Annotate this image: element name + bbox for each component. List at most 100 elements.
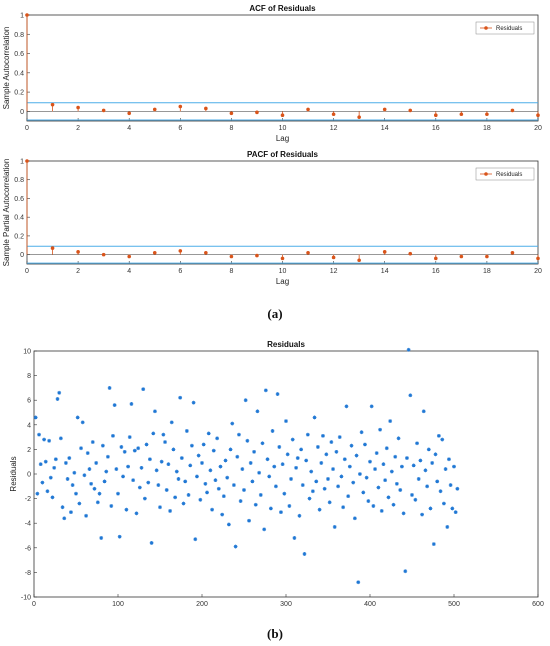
scatter-point: [369, 404, 374, 409]
scatter-point: [85, 451, 90, 455]
x-tick-label: 16: [432, 125, 440, 132]
scatter-point: [394, 481, 399, 486]
stem-marker: [25, 159, 29, 163]
pacf-chart: PACF of Residuals Lag Sample Partial Autoc…: [2, 150, 542, 286]
scatter-point: [57, 390, 62, 395]
scatter-point: [33, 415, 38, 420]
x-tick-label: 0: [25, 268, 29, 275]
stem-marker: [25, 13, 29, 17]
scatter-point: [104, 469, 109, 474]
scatter-point: [237, 432, 241, 437]
scatter-point: [368, 459, 372, 464]
scatter-point: [196, 453, 201, 458]
stem-marker: [204, 106, 208, 111]
scatter-point: [206, 431, 211, 436]
scatter-point: [279, 510, 283, 515]
scatter-point: [455, 486, 460, 491]
scatter-point: [238, 499, 243, 503]
y-tick-label: 1: [20, 13, 24, 20]
scatter-point: [310, 489, 315, 494]
scatter-point: [290, 437, 295, 442]
y-axis-label: Residuals: [9, 456, 18, 491]
scatter-point: [200, 461, 204, 465]
scatter-point: [396, 436, 401, 441]
y-axis-label: Sample Autocorrelation: [2, 27, 11, 110]
x-tick-label: 200: [196, 601, 208, 608]
stem-marker: [306, 107, 310, 112]
scatter-point: [114, 467, 119, 471]
plot-area: [26, 14, 539, 122]
scatter-point: [126, 464, 130, 469]
scatter-point: [257, 470, 262, 475]
scatter-point: [416, 477, 421, 481]
stem-marker: [127, 254, 131, 259]
scatter-point: [267, 474, 272, 479]
stem-marker: [434, 113, 438, 118]
scatter-point: [314, 479, 319, 484]
x-tick-label: 6: [178, 125, 182, 132]
x-tick-label: 20: [534, 125, 542, 132]
scatter-point: [351, 480, 356, 485]
scatter-point: [220, 512, 225, 517]
scatter-point: [117, 534, 122, 539]
legend-marker-swatch: [484, 172, 488, 176]
caption-b: (b): [267, 626, 283, 641]
scatter-point: [376, 485, 381, 490]
scatter-point: [159, 459, 164, 464]
scatter-point: [35, 491, 40, 496]
scatter-point: [64, 461, 68, 465]
scatter-point: [82, 473, 87, 478]
stem-marker: [152, 250, 157, 255]
scatter-point: [415, 441, 419, 446]
stem-marker: [101, 252, 106, 257]
scatter-point: [100, 443, 105, 448]
x-tick-label: 20: [534, 268, 542, 275]
scatter-point: [452, 464, 456, 469]
scatter-point: [285, 452, 290, 457]
scatter-point: [163, 440, 167, 444]
scatter-point: [450, 506, 455, 511]
scatter-point: [277, 445, 282, 449]
scatter-point: [176, 477, 181, 481]
scatter-point: [334, 449, 339, 454]
stem-marker: [306, 250, 310, 255]
stem-marker: [408, 108, 413, 113]
scatter-point: [300, 483, 305, 487]
x-tick-label: 6: [178, 268, 182, 275]
scatter-point: [307, 496, 312, 501]
x-tick-label: 10: [279, 125, 287, 132]
scatter-point: [53, 457, 58, 462]
stem-marker: [510, 108, 515, 113]
scatter-point: [413, 497, 418, 502]
stem-marker: [255, 110, 259, 115]
scatter-point: [195, 474, 199, 479]
scatter-point: [122, 449, 127, 454]
scatter-point: [329, 440, 334, 444]
scatter-point: [403, 569, 408, 574]
chart-title: PACF of Residuals: [247, 150, 319, 159]
scatter-point: [188, 463, 193, 468]
stem-marker: [459, 112, 464, 117]
scatter-point: [423, 468, 428, 473]
y-tick-label: 0.2: [14, 233, 24, 240]
scatter-point: [161, 432, 166, 437]
stem-marker: [50, 102, 55, 107]
scatter-point: [87, 467, 92, 471]
scatter-point: [284, 419, 288, 424]
stem-marker: [127, 111, 131, 116]
scatter-point: [169, 420, 174, 425]
x-tick-label: 2: [76, 268, 80, 275]
scatter-point: [174, 469, 179, 474]
scatter-point: [60, 505, 65, 510]
y-tick-label: 0.4: [14, 215, 24, 222]
scatter-point: [232, 483, 236, 487]
scatter-point: [38, 462, 43, 467]
scatter-point: [363, 442, 367, 447]
stem-marker: [382, 107, 387, 112]
y-tick-label: 0.2: [14, 90, 24, 97]
scatter-point: [47, 438, 52, 443]
scatter-point: [317, 507, 322, 512]
stem-marker: [357, 258, 361, 263]
x-tick-label: 500: [448, 601, 460, 608]
scatter-point: [149, 540, 154, 545]
